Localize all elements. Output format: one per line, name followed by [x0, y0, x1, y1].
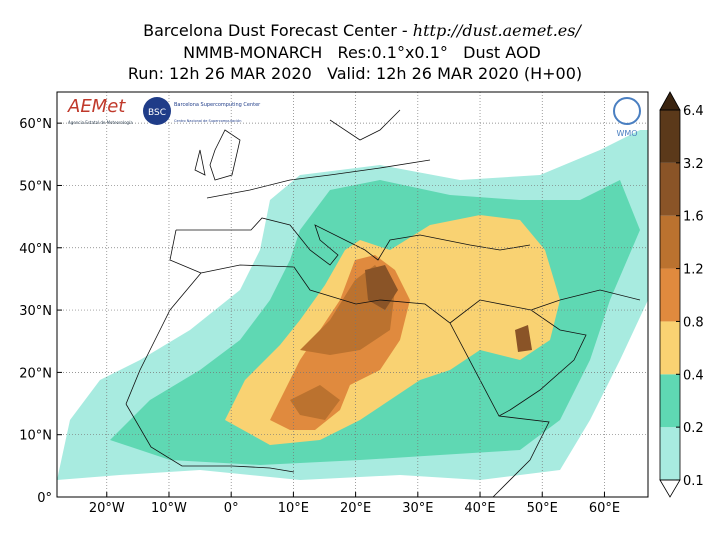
coastline — [194, 109, 401, 181]
map-frame — [56, 91, 649, 498]
coastline — [125, 264, 550, 497]
colorbar: 0.1 0.2 0.4 0.8 1.2 1.6 3.2 6.4 — [659, 91, 704, 498]
map — [57, 92, 648, 497]
dust-area — [290, 265, 395, 420]
run-info: Run: 12h 26 MAR 2020 Valid: 12h 26 MAR 2… — [128, 64, 582, 83]
y-tick-label: 10°N — [19, 429, 52, 444]
colorbar-label: 0.2 — [683, 421, 704, 436]
colorbar-over — [659, 91, 681, 111]
y-tick-label: 60°N — [19, 117, 52, 132]
x-tick-label: 40°E — [464, 501, 495, 516]
colorbar-under — [659, 479, 681, 498]
colorbar-band — [660, 162, 680, 216]
dust-area — [365, 265, 532, 352]
logo-aemet: AEMet — [67, 96, 126, 117]
logo-bsc-sub: Centro Nacional de Supercomputación — [174, 119, 241, 123]
colorbar-band — [660, 268, 680, 322]
y-tick-label: 20°N — [19, 366, 52, 381]
grid — [57, 92, 648, 497]
title-text: Barcelona Dust Forecast Center - — [143, 21, 413, 40]
logo-bsc: BSC — [148, 108, 166, 118]
logos: AEMet Agencia Estatal de Meteorología BS… — [67, 96, 641, 138]
colorbar-frame — [659, 109, 681, 481]
title-url: http://dust.aemet.es/ — [413, 21, 583, 40]
logo-aemet-sub: Agencia Estatal de Meteorología — [68, 120, 133, 125]
x-tick-label: 60°E — [589, 501, 620, 516]
colorbar-label: 1.2 — [683, 263, 704, 278]
y-tick-label: 30°N — [19, 304, 52, 319]
x-tick-label: 10°E — [278, 501, 309, 516]
colorbar-band — [660, 427, 680, 480]
x-tick-label: 20°W — [89, 501, 125, 516]
colorbar-band — [660, 374, 680, 428]
colorbar-label: 3.2 — [683, 157, 704, 172]
colorbar-band — [660, 215, 680, 269]
colorbar-band — [660, 321, 680, 375]
colorbar-band — [660, 110, 680, 163]
x-tick-label: 0° — [224, 501, 239, 516]
coastline — [449, 289, 641, 417]
x-tick-label: 50°E — [527, 501, 558, 516]
colorbar-label: 0.8 — [683, 315, 704, 330]
coastline — [169, 159, 531, 274]
logo-wmo-icon — [613, 97, 641, 125]
logo-bsc-icon — [143, 97, 171, 125]
y-tick-label: 50°N — [19, 179, 52, 194]
y-tick-label: 40°N — [19, 242, 52, 257]
y-tick-label: 0° — [37, 491, 52, 506]
logo-bsc-name: Barcelona Supercomputing Center — [174, 102, 261, 108]
colorbar-label: 0.4 — [683, 368, 704, 383]
colorbar-label: 1.6 — [683, 210, 704, 225]
title: Barcelona Dust Forecast Center - http://… — [143, 21, 582, 40]
x-tick-label: 20°E — [340, 501, 371, 516]
colorbar-label: 0.1 — [683, 474, 704, 489]
subtitle: NMMB-MONARCH Res:0.1°x0.1° Dust AOD — [183, 43, 541, 62]
x-tick-label: 30°E — [402, 501, 433, 516]
logo-wmo: WMO — [616, 129, 637, 138]
colorbar-label: 6.4 — [683, 104, 704, 119]
x-tick-label: 10°W — [151, 501, 187, 516]
